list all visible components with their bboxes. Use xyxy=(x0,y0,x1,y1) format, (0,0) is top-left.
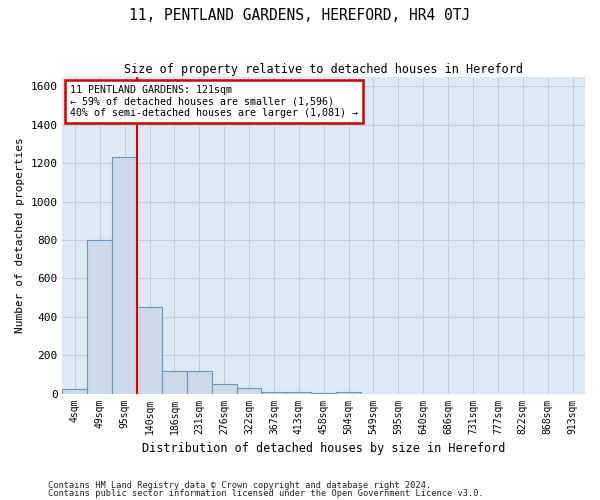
Text: Contains HM Land Registry data © Crown copyright and database right 2024.: Contains HM Land Registry data © Crown c… xyxy=(48,480,431,490)
Bar xyxy=(112,158,137,394)
Bar xyxy=(311,392,336,394)
Bar xyxy=(236,388,262,394)
Bar xyxy=(336,392,361,394)
Bar xyxy=(62,389,88,394)
X-axis label: Distribution of detached houses by size in Hereford: Distribution of detached houses by size … xyxy=(142,442,505,455)
Text: 11 PENTLAND GARDENS: 121sqm
← 59% of detached houses are smaller (1,596)
40% of : 11 PENTLAND GARDENS: 121sqm ← 59% of det… xyxy=(70,84,358,118)
Bar xyxy=(187,370,212,394)
Text: 11, PENTLAND GARDENS, HEREFORD, HR4 0TJ: 11, PENTLAND GARDENS, HEREFORD, HR4 0TJ xyxy=(130,8,470,22)
Bar xyxy=(262,392,286,394)
Bar xyxy=(88,240,112,394)
Bar xyxy=(212,384,236,394)
Bar xyxy=(162,370,187,394)
Bar xyxy=(137,307,162,394)
Title: Size of property relative to detached houses in Hereford: Size of property relative to detached ho… xyxy=(124,62,523,76)
Bar xyxy=(286,392,311,394)
Text: Contains public sector information licensed under the Open Government Licence v3: Contains public sector information licen… xyxy=(48,489,484,498)
Y-axis label: Number of detached properties: Number of detached properties xyxy=(15,137,25,333)
